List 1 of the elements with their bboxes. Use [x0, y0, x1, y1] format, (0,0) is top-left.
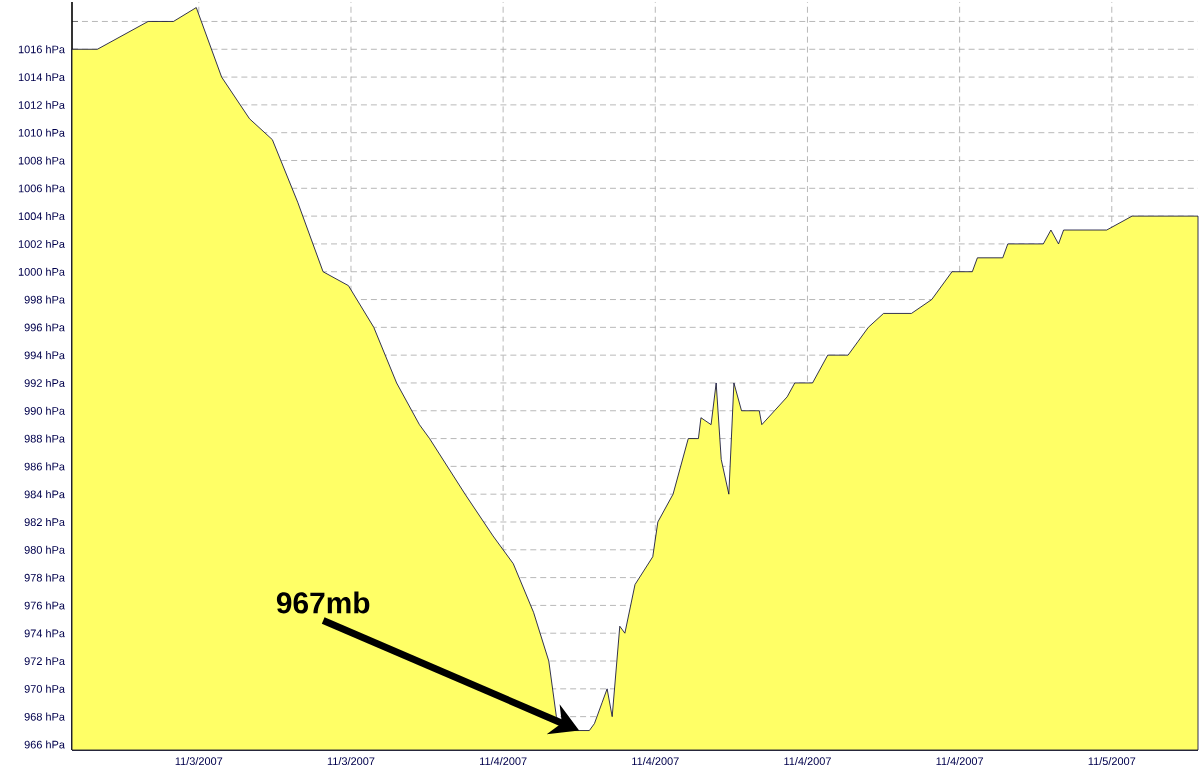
annotation: 967mb: [276, 591, 370, 614]
